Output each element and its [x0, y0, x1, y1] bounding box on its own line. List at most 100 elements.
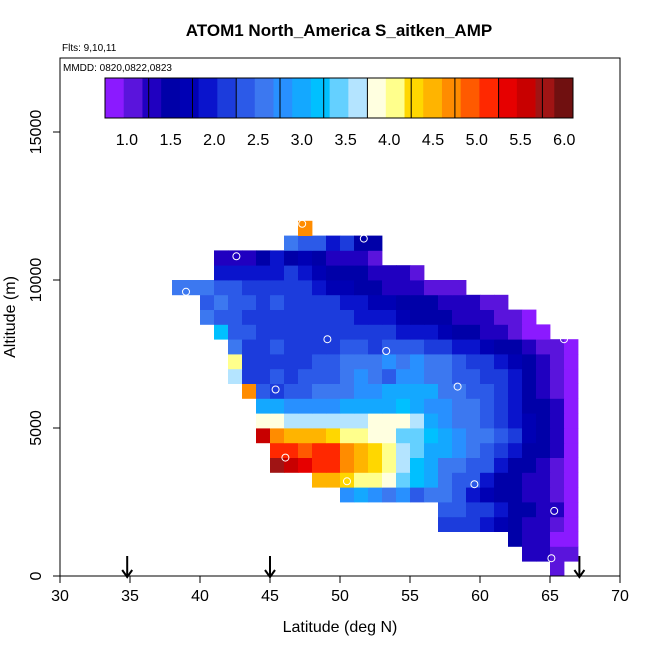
- colorbar-swatch: [423, 78, 442, 118]
- heatmap-cell: [522, 354, 536, 369]
- heatmap-cell: [284, 443, 298, 458]
- heatmap-cell: [312, 369, 326, 384]
- heatmap-cell: [550, 339, 564, 354]
- heatmap-cell: [326, 398, 340, 413]
- heatmap-cell: [256, 295, 270, 310]
- heatmap-cell: [438, 339, 452, 354]
- heatmap-cell: [564, 546, 578, 561]
- heatmap-cell: [494, 384, 508, 399]
- heatmap-cell: [340, 250, 354, 265]
- heatmap-cell: [354, 398, 368, 413]
- heatmap-cell: [466, 384, 480, 399]
- heatmap-cell: [466, 295, 480, 310]
- heatmap-cell: [256, 398, 270, 413]
- colorbar-swatch: [199, 78, 218, 118]
- heatmap-cell: [396, 339, 410, 354]
- heatmap-cell: [480, 295, 494, 310]
- heatmap-cell: [522, 532, 536, 547]
- colorbar-swatch: [461, 78, 480, 118]
- heatmap-cell: [368, 384, 382, 399]
- heatmap-cell: [452, 354, 466, 369]
- heatmap-cell: [298, 280, 312, 295]
- heatmap-cell: [466, 310, 480, 325]
- heatmap-cell: [396, 369, 410, 384]
- heatmap-cell: [340, 472, 354, 487]
- heatmap-cell: [466, 354, 480, 369]
- heatmap-cell: [480, 458, 494, 473]
- heatmap-cell: [214, 324, 228, 339]
- heatmap-cell: [298, 398, 312, 413]
- heatmap-cell: [298, 369, 312, 384]
- heatmap-cell: [466, 502, 480, 517]
- heatmap-cell: [298, 443, 312, 458]
- heatmap-cell: [452, 413, 466, 428]
- heatmap-cell: [354, 384, 368, 399]
- heatmap-cell: [242, 324, 256, 339]
- heatmap-cell: [200, 280, 214, 295]
- heatmap-cell: [354, 324, 368, 339]
- heatmap-cell: [354, 428, 368, 443]
- heatmap-cell: [242, 310, 256, 325]
- heatmap-cell: [438, 458, 452, 473]
- heatmap-cell: [494, 428, 508, 443]
- heatmap-cell: [340, 413, 354, 428]
- heatmap-cell: [480, 369, 494, 384]
- heatmap-cell: [564, 443, 578, 458]
- heatmap-cell: [368, 487, 382, 502]
- heatmap-cell: [354, 472, 368, 487]
- heatmap-cell: [550, 428, 564, 443]
- heatmap-cell: [522, 487, 536, 502]
- heatmap-cell: [480, 398, 494, 413]
- colorbar-tick-label: 2.5: [247, 132, 269, 149]
- heatmap-cell: [214, 280, 228, 295]
- colorbar-tick-label: 6.0: [553, 132, 575, 149]
- y-tick-label: 15000: [28, 110, 45, 155]
- colorbar-swatch: [479, 78, 498, 118]
- heatmap-cell: [564, 517, 578, 532]
- heatmap-cell: [522, 384, 536, 399]
- heatmap-cell: [550, 561, 564, 576]
- x-tick-label: 70: [611, 588, 629, 605]
- heatmap-cell: [508, 517, 522, 532]
- heatmap-cell: [284, 339, 298, 354]
- heatmap-cell: [312, 384, 326, 399]
- heatmap-cell: [270, 250, 284, 265]
- heatmap-cell: [522, 546, 536, 561]
- heatmap-cell: [382, 443, 396, 458]
- colorbar: 1.0 1.5 2.0 2.5 3.0 3.5 4.0 4.5 5.0 5.5 6.0: [105, 78, 576, 149]
- heatmap-cell: [382, 398, 396, 413]
- colorbar-swatch: [330, 78, 349, 118]
- heatmap-cell: [410, 428, 424, 443]
- dates-label: MMDD: 0820,0822,0823: [63, 63, 172, 74]
- y-tick-label: 5000: [28, 410, 45, 446]
- x-tick-label: 35: [121, 588, 139, 605]
- heatmap-cell: [550, 369, 564, 384]
- heatmap-cell: [522, 472, 536, 487]
- heatmap-cell: [410, 354, 424, 369]
- colorbar-swatch: [442, 78, 461, 118]
- heatmap-cell: [480, 487, 494, 502]
- heatmap-cell: [522, 502, 536, 517]
- heatmap-cell: [494, 339, 508, 354]
- colorbar-swatch: [180, 78, 199, 118]
- heatmap-cell: [410, 265, 424, 280]
- heatmap-cell: [382, 458, 396, 473]
- heatmap-cell: [564, 472, 578, 487]
- heatmap-cell: [326, 310, 340, 325]
- heatmap-cell: [368, 472, 382, 487]
- colorbar-swatch: [292, 78, 311, 118]
- heatmap-cell: [312, 398, 326, 413]
- colorbar-tick-label: 5.0: [466, 132, 488, 149]
- heatmap-cell: [396, 280, 410, 295]
- heatmap-cell: [284, 265, 298, 280]
- heatmap-cell: [396, 428, 410, 443]
- heatmap-cell: [382, 413, 396, 428]
- heatmap-cell: [298, 236, 312, 251]
- heatmap-cell: [396, 398, 410, 413]
- heatmap-cell: [550, 546, 564, 561]
- heatmap-cell: [564, 413, 578, 428]
- heatmap-cell: [270, 369, 284, 384]
- heatmap-cell: [536, 502, 550, 517]
- heatmap-cell: [438, 280, 452, 295]
- x-axis-label: Latitude (deg N): [283, 619, 398, 636]
